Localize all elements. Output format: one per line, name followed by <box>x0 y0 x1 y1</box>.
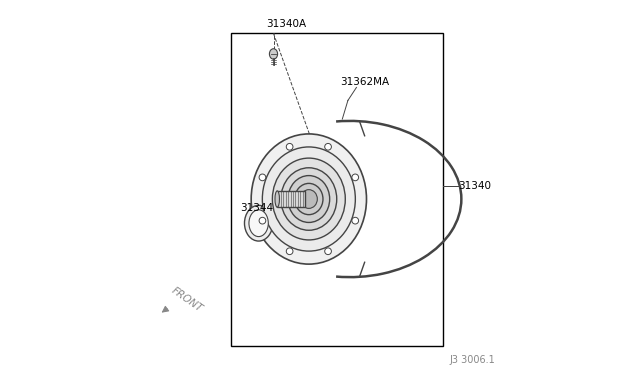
Ellipse shape <box>324 248 332 254</box>
Ellipse shape <box>275 191 280 207</box>
Ellipse shape <box>324 144 332 150</box>
Text: J3 3006.1: J3 3006.1 <box>449 355 495 365</box>
Ellipse shape <box>251 134 367 264</box>
Ellipse shape <box>352 217 358 224</box>
Text: 31362MA: 31362MA <box>340 77 390 87</box>
Ellipse shape <box>286 144 293 150</box>
Ellipse shape <box>286 248 293 254</box>
Ellipse shape <box>249 210 268 237</box>
FancyBboxPatch shape <box>277 191 305 207</box>
Ellipse shape <box>269 49 278 59</box>
Ellipse shape <box>244 205 273 241</box>
Ellipse shape <box>300 190 317 208</box>
Ellipse shape <box>281 168 337 230</box>
Text: 31340: 31340 <box>458 181 492 191</box>
Ellipse shape <box>259 217 266 224</box>
Ellipse shape <box>288 176 330 222</box>
Bar <box>231 33 443 346</box>
Ellipse shape <box>273 158 346 240</box>
Ellipse shape <box>352 174 358 181</box>
Ellipse shape <box>259 174 266 181</box>
Ellipse shape <box>294 183 323 215</box>
Text: FRONT: FRONT <box>170 285 204 314</box>
Text: 31340A: 31340A <box>266 19 306 29</box>
Ellipse shape <box>262 147 355 251</box>
Text: 31344: 31344 <box>240 203 273 213</box>
